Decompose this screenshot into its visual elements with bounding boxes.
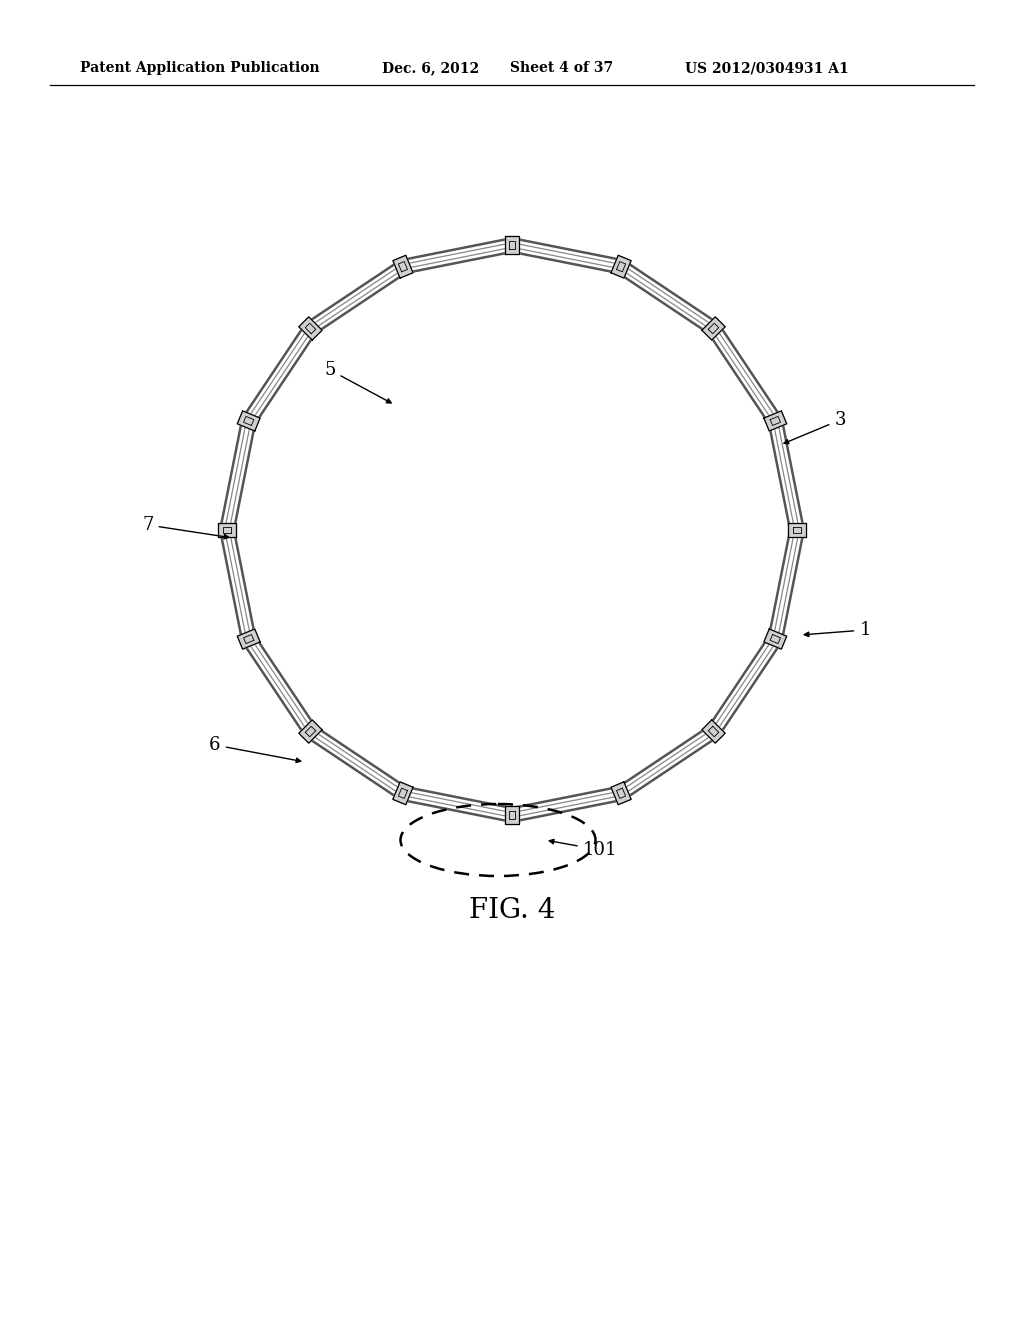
Polygon shape (505, 235, 519, 255)
Text: Patent Application Publication: Patent Application Publication (80, 61, 319, 75)
Polygon shape (238, 411, 260, 432)
Text: US 2012/0304931 A1: US 2012/0304931 A1 (685, 61, 849, 75)
Text: 1: 1 (804, 620, 870, 639)
Text: 7: 7 (142, 516, 228, 539)
Polygon shape (505, 805, 519, 825)
Polygon shape (299, 317, 323, 341)
Text: 3: 3 (784, 411, 846, 444)
Text: 101: 101 (549, 840, 617, 859)
Polygon shape (611, 781, 631, 805)
Polygon shape (701, 317, 725, 341)
Polygon shape (393, 781, 413, 805)
Polygon shape (611, 255, 631, 279)
Polygon shape (787, 523, 807, 537)
Text: Sheet 4 of 37: Sheet 4 of 37 (510, 61, 613, 75)
Polygon shape (217, 523, 237, 537)
Polygon shape (701, 719, 725, 743)
Polygon shape (238, 630, 260, 649)
Text: FIG. 4: FIG. 4 (469, 896, 555, 924)
Polygon shape (764, 411, 786, 432)
Polygon shape (393, 255, 413, 279)
Text: 6: 6 (209, 737, 301, 763)
Polygon shape (764, 630, 786, 649)
Polygon shape (299, 719, 323, 743)
Text: 5: 5 (325, 360, 391, 403)
Text: Dec. 6, 2012: Dec. 6, 2012 (382, 61, 479, 75)
